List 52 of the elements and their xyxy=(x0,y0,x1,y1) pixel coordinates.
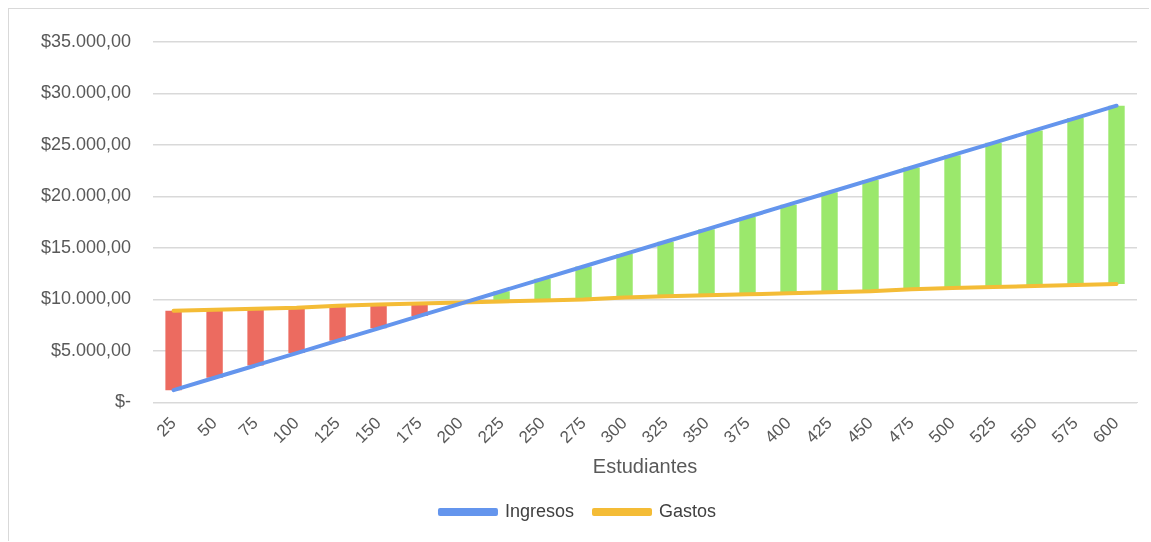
x-tick-label: 150 xyxy=(351,413,385,447)
bar xyxy=(247,308,264,366)
y-tick-label: $5.000,00 xyxy=(51,339,132,360)
x-tick-label: 25 xyxy=(152,413,180,441)
bar xyxy=(657,241,674,297)
x-tick-label: 575 xyxy=(1048,413,1082,447)
x-tick-label: 500 xyxy=(925,413,959,447)
bar xyxy=(1108,105,1125,284)
x-tick-label: 250 xyxy=(515,413,549,447)
bar xyxy=(944,155,961,289)
bar xyxy=(985,142,1002,288)
bar xyxy=(821,192,838,293)
x-tick-label: 200 xyxy=(433,413,467,447)
bar xyxy=(1026,130,1043,287)
legend-label: Gastos xyxy=(659,500,717,521)
x-tick-label: 350 xyxy=(679,413,713,447)
bar xyxy=(862,179,879,292)
x-tick-label: 275 xyxy=(556,413,590,447)
x-tick-label: 450 xyxy=(843,413,877,447)
y-tick-label: $25.000,00 xyxy=(40,133,132,154)
y-tick-label: $35.000,00 xyxy=(40,30,132,51)
x-tick-label: 300 xyxy=(597,413,631,447)
y-tick-label: $15.000,00 xyxy=(40,236,132,257)
bar xyxy=(206,309,223,378)
x-tick-label: 525 xyxy=(966,413,1000,447)
bar xyxy=(616,254,633,298)
y-tick-label: $30.000,00 xyxy=(40,82,132,103)
x-tick-label: 75 xyxy=(234,413,262,441)
y-tick-label: $20.000,00 xyxy=(40,185,132,206)
x-tick-label: 125 xyxy=(310,413,344,447)
legend-label: Ingresos xyxy=(504,500,575,521)
y-tick-label: $- xyxy=(115,391,132,412)
x-tick-label: 175 xyxy=(392,413,426,447)
bar xyxy=(698,229,715,296)
x-tick-label: 325 xyxy=(638,413,672,447)
bar xyxy=(165,310,182,391)
bar xyxy=(1067,118,1084,286)
x-tick-label: 425 xyxy=(802,413,836,447)
x-tick-label: 375 xyxy=(720,413,754,447)
x-tick-label: 550 xyxy=(1007,413,1041,447)
y-tick-label: $10.000,00 xyxy=(40,288,132,309)
bar xyxy=(739,217,756,295)
bar xyxy=(903,167,920,290)
x-tick-label: 475 xyxy=(884,413,918,447)
x-tick-label: 225 xyxy=(474,413,508,447)
x-tick-label: 600 xyxy=(1089,413,1123,447)
x-axis-title: Estudiantes xyxy=(592,454,698,477)
x-tick-label: 400 xyxy=(761,413,795,447)
bar xyxy=(288,307,305,354)
x-tick-label: 100 xyxy=(269,413,303,447)
x-tick-label: 50 xyxy=(193,413,221,441)
bar xyxy=(780,204,797,294)
